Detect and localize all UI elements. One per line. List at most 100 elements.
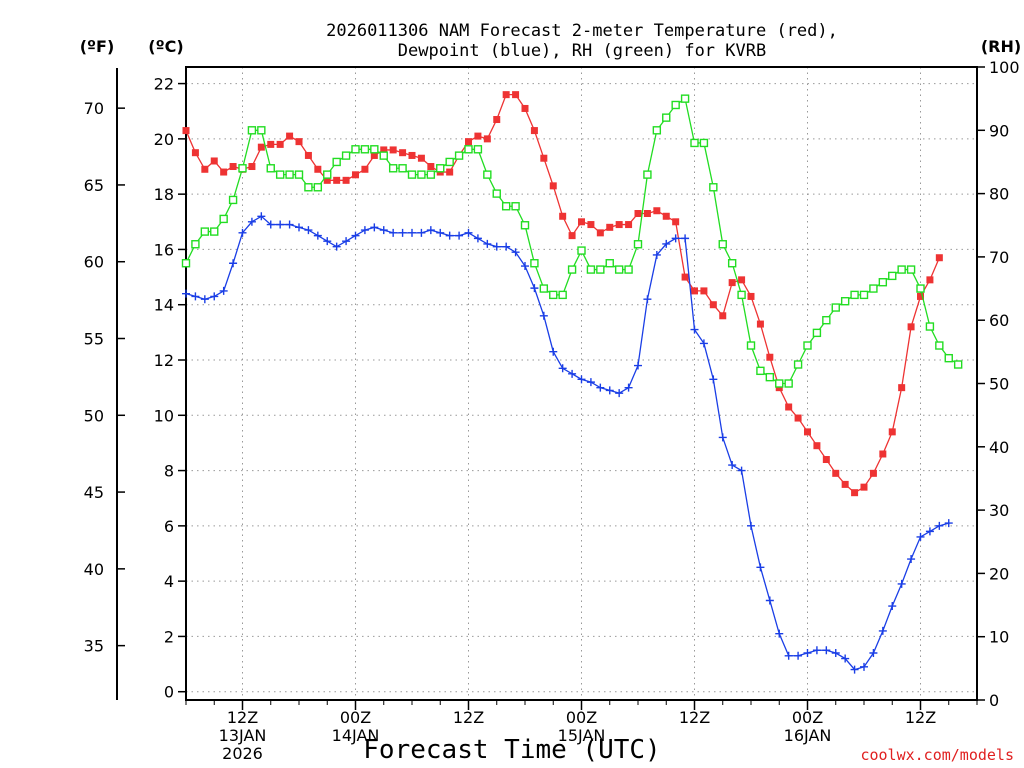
data-point [521,262,529,271]
x-tick-label: 14JAN [332,726,380,745]
chart-title-line-1: 2026011306 NAM Forecast 2-meter Temperat… [326,21,838,41]
data-point [804,428,811,436]
data-point [238,164,247,173]
data-point [898,384,906,392]
data-point [643,295,652,304]
data-point [266,164,275,173]
data-point [634,361,642,370]
data-point [219,214,228,224]
data-point [200,227,210,236]
data-point [483,239,492,248]
data-point [530,284,539,293]
data-point [690,325,699,334]
celsius-tick-label: 14 [154,296,174,315]
data-point [841,654,850,663]
data-point [304,151,312,159]
data-point [869,649,878,658]
data-point [304,183,313,192]
data-point [605,386,614,395]
data-point [399,149,407,157]
rh-tick-label: 10 [989,628,1009,647]
celsius-tick-label: 2 [164,627,174,646]
data-point [568,369,577,378]
data-point [719,312,727,320]
data-point [276,140,284,148]
data-point [247,217,256,226]
data-point [906,265,916,274]
data-point [860,662,868,671]
data-point [681,234,690,243]
data-point [672,218,680,226]
data-point [266,220,275,229]
data-point [248,163,256,171]
data-point [512,91,520,99]
data-point [803,341,812,350]
data-point [577,246,586,255]
data-point [831,303,840,312]
data-point [728,279,736,287]
fahrenheit-tick-label: 70 [84,99,104,118]
data-point [765,596,774,605]
data-point [878,278,888,287]
data-point [342,237,351,246]
rh-tick-label: 50 [989,375,1009,394]
celsius-tick-label: 10 [154,406,174,425]
data-point [869,469,877,477]
data-point [812,328,822,338]
data-point [747,521,755,530]
data-point [398,228,407,237]
data-point [681,273,689,281]
x-tick-label: 12Z [453,708,484,727]
data-point [341,151,351,160]
data-point [925,527,934,536]
data-point [756,320,764,328]
data-point [483,135,491,143]
grid-lines [186,67,977,700]
data-point [652,250,661,259]
data-point [643,170,652,179]
series-temperature [182,91,943,497]
data-point [379,226,388,235]
data-point [332,157,341,167]
data-point [813,442,821,450]
data-point [200,295,209,304]
data-point [464,145,473,154]
data-point [379,151,388,160]
x-axis-title: Forecast Time (UTC) [363,735,660,765]
data-point [530,259,539,268]
data-point [323,237,332,246]
series-dewpoint [182,212,953,674]
data-point [520,221,530,230]
data-point [840,297,850,306]
credit-watermark: coolwx.com/models [860,746,1014,764]
data-point [671,234,680,243]
rh-tick-label: 60 [989,311,1009,330]
data-point [897,579,906,588]
series-line [185,215,949,671]
data-point [389,228,398,237]
chart-title-line-2: Dewpoint (blue), RH (green) for KVRB [398,41,766,61]
data-point [286,132,294,140]
data-point [182,127,190,135]
fahrenheit-tick-label: 60 [84,253,104,272]
data-point [822,646,831,655]
celsius-axis-unit: (ºC) [148,37,183,56]
data-point [210,292,219,301]
data-point [935,521,944,530]
data-point [935,254,943,262]
data-point [398,164,407,173]
data-point [295,223,303,232]
data-point [549,347,558,356]
data-point [596,265,605,274]
data-point [634,210,642,218]
data-point [511,202,520,211]
data-point [483,170,492,179]
data-point [210,227,219,236]
data-point [455,231,464,240]
data-point [709,301,717,309]
data-point [228,195,238,205]
data-point [691,287,698,295]
data-point [502,91,510,99]
data-point [652,126,662,135]
